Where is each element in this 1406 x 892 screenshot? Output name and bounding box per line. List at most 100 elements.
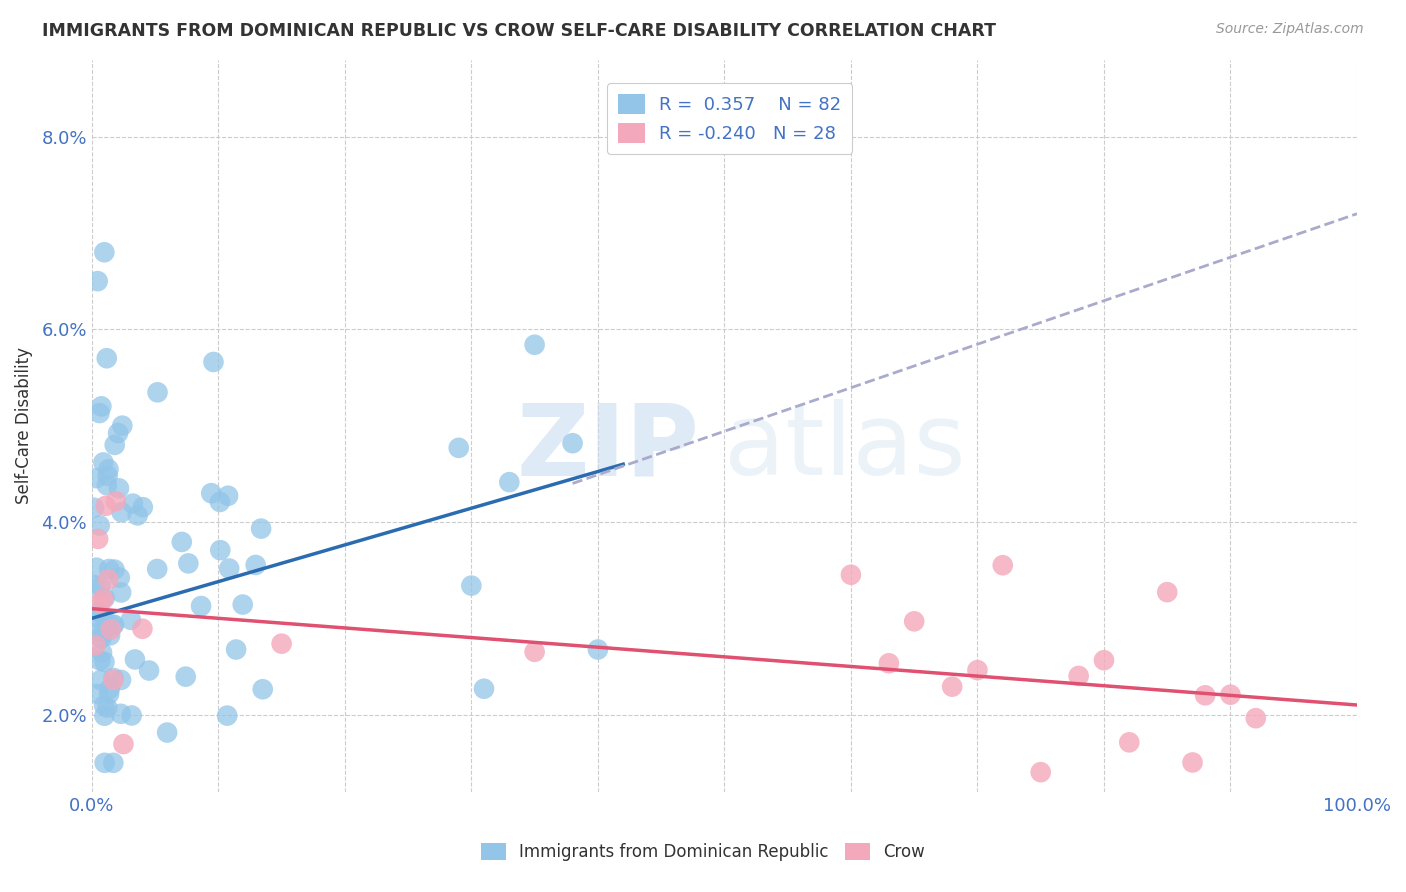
Point — [252, 682, 274, 697]
Point — [93, 698, 115, 713]
Point — [91, 646, 114, 660]
Point — [100, 623, 122, 637]
Point — [104, 438, 127, 452]
Point — [586, 642, 609, 657]
Point — [107, 425, 129, 440]
Point — [138, 664, 160, 678]
Point — [83, 610, 105, 624]
Point — [472, 681, 495, 696]
Point — [966, 663, 988, 677]
Point — [839, 567, 862, 582]
Text: Source: ZipAtlas.com: Source: ZipAtlas.com — [1216, 22, 1364, 37]
Point — [87, 532, 110, 546]
Legend: Immigrants from Dominican Republic, Crow: Immigrants from Dominican Republic, Crow — [474, 836, 932, 868]
Point — [98, 628, 121, 642]
Point — [94, 591, 117, 605]
Text: ZIP: ZIP — [516, 399, 699, 496]
Point — [460, 579, 482, 593]
Point — [170, 535, 193, 549]
Point — [177, 557, 200, 571]
Point — [120, 613, 142, 627]
Point — [146, 385, 169, 400]
Point — [97, 468, 120, 483]
Point — [89, 673, 111, 687]
Point — [93, 756, 115, 770]
Point — [96, 478, 118, 492]
Point — [190, 599, 212, 613]
Point — [83, 500, 105, 515]
Point — [1156, 585, 1178, 599]
Point — [91, 591, 114, 606]
Point — [232, 598, 254, 612]
Point — [87, 605, 110, 619]
Point — [104, 494, 127, 508]
Point — [217, 489, 239, 503]
Point — [101, 618, 124, 632]
Point — [96, 351, 118, 366]
Point — [103, 617, 125, 632]
Point — [200, 486, 222, 500]
Point — [156, 725, 179, 739]
Point — [110, 673, 132, 687]
Point — [1219, 688, 1241, 702]
Point — [98, 562, 121, 576]
Point — [131, 622, 153, 636]
Point — [90, 400, 112, 414]
Point — [89, 518, 111, 533]
Point — [98, 687, 121, 701]
Point — [1181, 756, 1204, 770]
Point — [94, 614, 117, 628]
Y-axis label: Self-Care Disability: Self-Care Disability — [15, 347, 32, 504]
Point — [903, 615, 925, 629]
Point — [89, 654, 111, 668]
Point — [270, 637, 292, 651]
Point — [91, 625, 114, 640]
Point — [561, 436, 583, 450]
Point — [1067, 669, 1090, 683]
Point — [103, 756, 125, 770]
Point — [93, 708, 115, 723]
Point — [86, 560, 108, 574]
Point — [877, 657, 900, 671]
Point — [941, 680, 963, 694]
Point — [84, 471, 107, 485]
Point — [93, 245, 115, 260]
Point — [121, 708, 143, 723]
Point — [1244, 711, 1267, 725]
Point — [110, 585, 132, 599]
Point — [250, 522, 273, 536]
Point — [498, 475, 520, 490]
Point — [97, 462, 120, 476]
Point — [1194, 688, 1216, 702]
Point — [87, 687, 110, 701]
Point — [86, 274, 108, 288]
Point — [103, 563, 125, 577]
Point — [84, 638, 107, 652]
Point — [108, 481, 131, 495]
Text: atlas: atlas — [724, 399, 966, 496]
Point — [1092, 653, 1115, 667]
Point — [245, 558, 267, 572]
Point — [93, 455, 115, 469]
Point — [94, 499, 117, 513]
Point — [217, 708, 239, 723]
Point — [202, 355, 225, 369]
Point — [174, 670, 197, 684]
Point — [218, 561, 240, 575]
Point — [127, 508, 149, 523]
Point — [93, 655, 115, 669]
Point — [83, 578, 105, 592]
Point — [112, 737, 135, 751]
Point — [96, 700, 118, 714]
Point — [1118, 735, 1140, 749]
Point — [523, 338, 546, 352]
Point — [991, 558, 1014, 573]
Text: IMMIGRANTS FROM DOMINICAN REPUBLIC VS CROW SELF-CARE DISABILITY CORRELATION CHAR: IMMIGRANTS FROM DOMINICAN REPUBLIC VS CR… — [42, 22, 997, 40]
Point — [146, 562, 169, 576]
Legend: R =  0.357    N = 82, R = -0.240   N = 28: R = 0.357 N = 82, R = -0.240 N = 28 — [607, 83, 852, 153]
Point — [98, 681, 121, 696]
Point — [208, 495, 231, 509]
Point — [97, 572, 120, 586]
Point — [132, 500, 155, 515]
Point — [110, 505, 132, 519]
